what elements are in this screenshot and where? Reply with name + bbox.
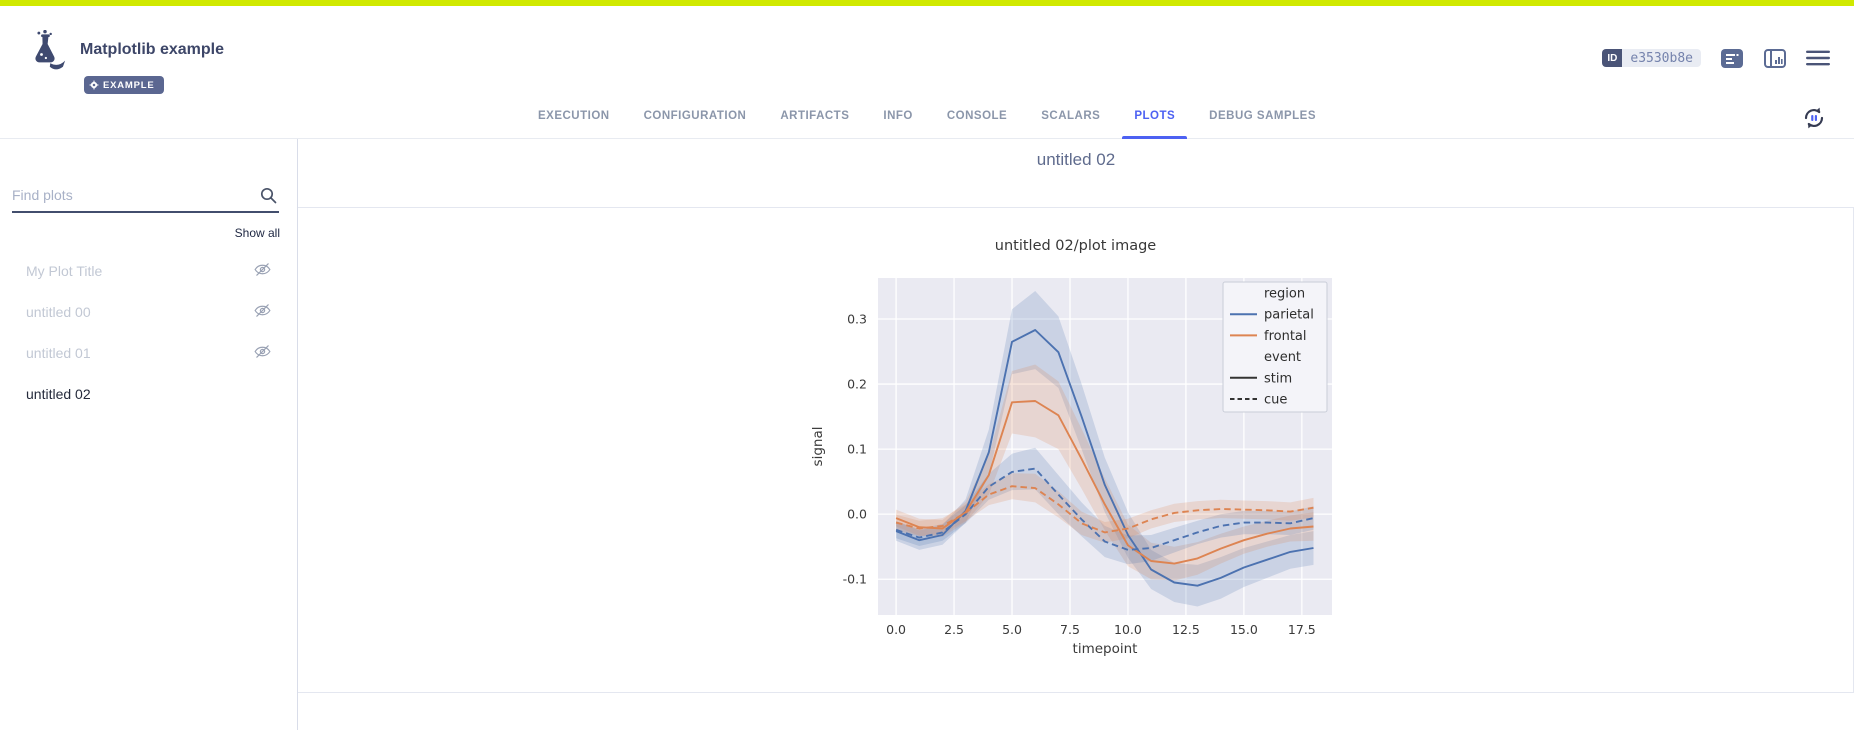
experiment-flask-icon xyxy=(35,30,66,70)
svg-text:frontal: frontal xyxy=(1264,329,1307,344)
plot-list-item[interactable]: untitled 01 xyxy=(0,332,297,373)
svg-text:0.0: 0.0 xyxy=(886,622,906,637)
tab-bar: EXECUTION CONFIGURATION ARTIFACTS INFO C… xyxy=(0,95,1854,139)
plot-group-heading: untitled 02 xyxy=(1036,150,1116,169)
show-all-button[interactable]: Show all xyxy=(234,226,280,240)
plot-item-label: untitled 00 xyxy=(26,303,91,320)
search-input[interactable] xyxy=(12,181,279,209)
experiment-title: Matplotlib example xyxy=(80,41,225,58)
plot-list-item-selected[interactable]: untitled 02 xyxy=(0,373,297,414)
header: Matplotlib example EXAMPLE ID e3530b8e xyxy=(0,6,1854,95)
tab-debug-samples[interactable]: DEBUG SAMPLES xyxy=(1209,110,1316,122)
visibility-off-icon[interactable] xyxy=(254,262,271,277)
tab-info[interactable]: INFO xyxy=(883,110,913,122)
svg-text:stim: stim xyxy=(1264,371,1292,386)
experiment-id-chip[interactable]: ID e3530b8e xyxy=(1602,49,1701,67)
svg-text:signal: signal xyxy=(810,427,826,467)
tab-plots[interactable]: PLOTS xyxy=(1117,95,1192,139)
svg-text:0.3: 0.3 xyxy=(847,311,867,326)
svg-text:event: event xyxy=(1264,350,1301,365)
svg-text:7.5: 7.5 xyxy=(1060,622,1080,637)
plot-card: untitled 02/plot image 0.0 2.5 5.0 7.5 10.0 1… xyxy=(298,207,1854,693)
details-log-icon[interactable] xyxy=(1720,48,1744,68)
id-label: ID xyxy=(1602,49,1623,67)
example-tag-label: EXAMPLE xyxy=(103,79,155,91)
menu-icon[interactable] xyxy=(1806,48,1830,68)
svg-text:cue: cue xyxy=(1264,393,1287,408)
visibility-off-icon[interactable] xyxy=(254,344,271,359)
svg-text:0.1: 0.1 xyxy=(847,442,867,457)
visibility-off-icon[interactable] xyxy=(254,303,271,318)
svg-text:region: region xyxy=(1264,287,1305,302)
auto-refresh-pause-icon[interactable] xyxy=(1800,104,1828,132)
plot-list-item[interactable]: untitled 00 xyxy=(0,291,297,332)
svg-text:15.0: 15.0 xyxy=(1230,622,1258,637)
plot-item-label: My Plot Title xyxy=(26,262,103,279)
plots-sidebar: Show all My Plot Title untitled 00 xyxy=(0,139,298,730)
id-value: e3530b8e xyxy=(1622,49,1701,67)
svg-text:5.0: 5.0 xyxy=(1002,622,1022,637)
side-panel-chart-icon[interactable] xyxy=(1763,48,1787,68)
svg-text:10.0: 10.0 xyxy=(1114,622,1142,637)
plot-title: untitled 02/plot image xyxy=(994,238,1157,254)
tab-console[interactable]: CONSOLE xyxy=(946,110,1008,122)
tag-gear-icon xyxy=(89,80,99,90)
plot-list: My Plot Title untitled 00 untitled 01 xyxy=(0,250,297,414)
svg-text:12.5: 12.5 xyxy=(1172,622,1200,637)
tab-execution[interactable]: EXECUTION xyxy=(537,110,610,122)
svg-text:2.5: 2.5 xyxy=(944,622,964,637)
example-tag: EXAMPLE xyxy=(84,76,164,94)
plot-item-label: untitled 02 xyxy=(26,385,91,402)
search-icon xyxy=(260,187,277,204)
svg-text:-0.1: -0.1 xyxy=(843,572,867,587)
svg-text:17.5: 17.5 xyxy=(1288,622,1316,637)
plot-list-item[interactable]: My Plot Title xyxy=(0,250,297,291)
svg-text:0.0: 0.0 xyxy=(847,507,867,522)
svg-text:timepoint: timepoint xyxy=(1073,641,1138,657)
fmri-figure[interactable]: 0.0 2.5 5.0 7.5 10.0 12.5 15.0 17.5 -0.1 0.0 0.1 0.… xyxy=(803,268,1348,698)
tab-artifacts[interactable]: ARTIFACTS xyxy=(780,110,850,122)
content-area: Show all My Plot Title untitled 00 xyxy=(0,139,1854,730)
plot-item-label: untitled 01 xyxy=(26,344,91,361)
tab-scalars[interactable]: SCALARS xyxy=(1041,110,1101,122)
svg-text:0.2: 0.2 xyxy=(847,377,867,392)
svg-text:parietal: parietal xyxy=(1264,308,1314,323)
status-color-bar xyxy=(0,0,1854,6)
fmri-chart-svg: 0.0 2.5 5.0 7.5 10.0 12.5 15.0 17.5 -0.1 0.0 0.1 0.… xyxy=(810,278,1332,657)
tab-configuration[interactable]: CONFIGURATION xyxy=(643,110,747,122)
